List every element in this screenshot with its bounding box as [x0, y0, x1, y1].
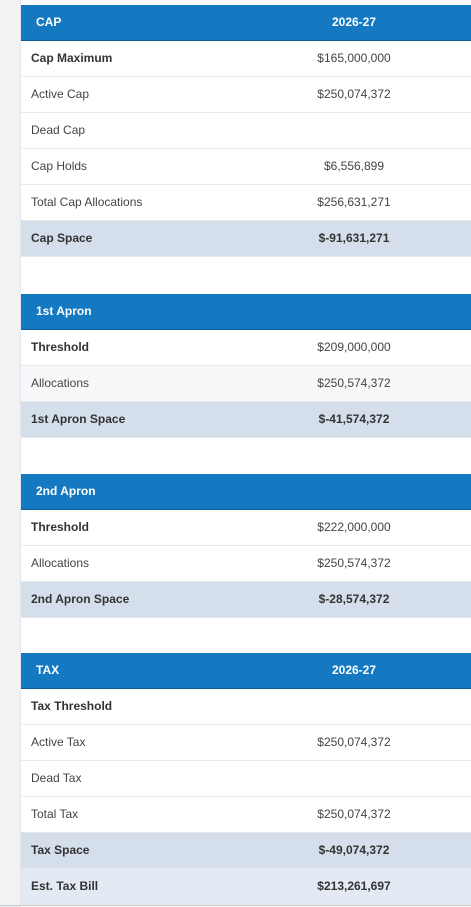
row-label: Allocations: [31, 376, 90, 390]
row-label: Dead Tax: [31, 771, 82, 785]
row-label: Tax Space: [31, 843, 90, 857]
table-row: Tax Space $-49,074,372: [21, 833, 471, 869]
side-strip: [0, 0, 21, 907]
row-label: Active Cap: [31, 87, 90, 101]
table: 1st Apron Threshold $209,000,000 Allocation…: [21, 294, 471, 438]
row-label: Active Tax: [31, 735, 86, 749]
table-row: 1st Apron Space $-41,574,372: [21, 402, 471, 438]
table-row: Active Cap $250,074,372: [21, 77, 471, 113]
row-label: Tax Threshold: [31, 699, 113, 713]
row-label: 2nd Apron Space: [31, 592, 130, 606]
table-row: Total Tax $250,074,372: [21, 797, 471, 833]
table-row: 2nd Apron Space $-28,574,372: [21, 582, 471, 618]
table-row: Dead Tax: [21, 761, 471, 797]
header-label: 2nd Apron: [36, 484, 96, 498]
row-label: Allocations: [31, 556, 90, 570]
row-label: Est. Tax Bill: [31, 879, 99, 893]
bottom-line: [0, 905, 471, 906]
table-row: Active Tax $250,074,372: [21, 725, 471, 761]
table-header: CAP 2026-27: [21, 5, 471, 41]
table-row: Dead Cap: [21, 113, 471, 149]
row-label: Total Cap Allocations: [31, 195, 143, 209]
table-row: Total Cap Allocations $256,631,271: [21, 185, 471, 221]
header-label: CAP: [36, 15, 62, 29]
table-row: Tax Threshold: [21, 689, 471, 725]
row-label: 1st Apron Space: [31, 412, 126, 426]
row-label: Cap Maximum: [31, 51, 113, 65]
table: TAX 2026-27 Tax Threshold Active Tax $250,07…: [21, 653, 471, 905]
row-label: Dead Cap: [31, 123, 86, 137]
row-label: Cap Holds: [31, 159, 88, 173]
table-header: 2nd Apron: [21, 474, 471, 510]
table-row: Cap Holds $6,556,899: [21, 149, 471, 185]
table-row: Threshold $209,000,000: [21, 330, 471, 366]
table-row: Cap Space $-91,631,271: [21, 221, 471, 257]
row-label: Cap Space: [31, 231, 93, 245]
table-row: Allocations $250,574,372: [21, 366, 471, 402]
table-row: Threshold $222,000,000: [21, 510, 471, 546]
header-label: TAX: [36, 663, 60, 677]
table-row: Allocations $250,574,372: [21, 546, 471, 582]
table-row: Cap Maximum $165,000,000: [21, 41, 471, 77]
row-label: Threshold: [31, 520, 90, 534]
table-header: 1st Apron: [21, 294, 471, 330]
row-label: Total Tax: [31, 807, 79, 821]
table-row: Est. Tax Bill $213,261,697: [21, 869, 471, 905]
table: CAP 2026-27 Cap Maximum $165,000,000 Active …: [21, 5, 471, 257]
header-label: 1st Apron: [36, 304, 92, 318]
row-label: Threshold: [31, 340, 90, 354]
table: 2nd Apron Threshold $222,000,000 Allocation…: [21, 474, 471, 618]
table-header: TAX 2026-27: [21, 653, 471, 689]
